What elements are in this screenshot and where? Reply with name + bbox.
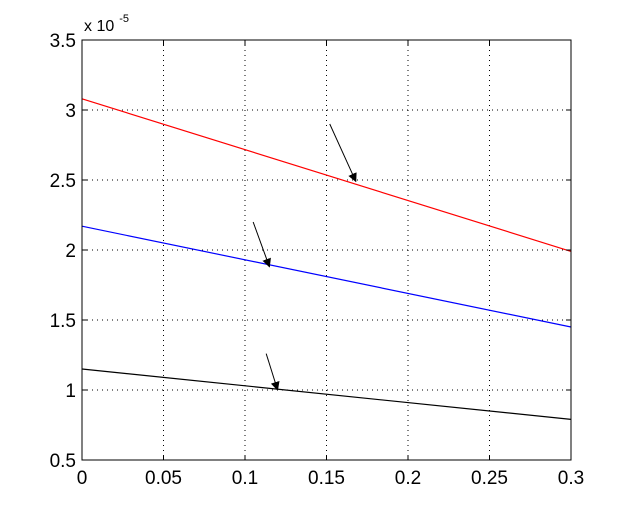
y-tick-label: 3 bbox=[65, 101, 76, 122]
y-tick-label: 0.5 bbox=[50, 451, 76, 472]
series-group bbox=[81, 98, 572, 420]
x-tick-label: 0.25 bbox=[471, 468, 508, 489]
grid bbox=[82, 40, 571, 460]
y-tick-label: 2 bbox=[65, 241, 76, 262]
x-tick-label: 0.1 bbox=[232, 468, 258, 489]
annotations-group bbox=[252, 123, 357, 391]
y-multiplier-base: x 10 bbox=[84, 18, 114, 35]
annotation-arrow-1 bbox=[329, 123, 357, 183]
y-tick-label: 2.5 bbox=[50, 171, 76, 192]
x-tick-label: 0.05 bbox=[145, 468, 182, 489]
x-tick-label: 0.2 bbox=[395, 468, 421, 489]
y-tick-label: 1 bbox=[65, 381, 76, 402]
annotation-arrow-3 bbox=[265, 353, 280, 391]
series-line-2 bbox=[81, 225, 572, 328]
x-tick-labels: 0 0.05 0.1 0.15 0.2 0.25 0.3 bbox=[77, 468, 585, 489]
series-line-3 bbox=[81, 368, 572, 420]
x-tick-label: 0.3 bbox=[558, 468, 584, 489]
annotation-arrow-2 bbox=[252, 221, 271, 268]
x-tick-label: 0.15 bbox=[308, 468, 345, 489]
y-multiplier-exponent: -5 bbox=[119, 13, 129, 25]
ticks-group bbox=[81, 39, 572, 461]
x-tick-label: 0 bbox=[77, 468, 88, 489]
y-tick-labels: 0.5 1 1.5 2 2.5 3 3.5 bbox=[50, 31, 76, 472]
y-tick-label: 3.5 bbox=[50, 31, 76, 52]
y-multiplier: x 10 -5 bbox=[84, 13, 129, 35]
y-tick-label: 1.5 bbox=[50, 311, 76, 332]
series-line-1 bbox=[81, 98, 572, 252]
